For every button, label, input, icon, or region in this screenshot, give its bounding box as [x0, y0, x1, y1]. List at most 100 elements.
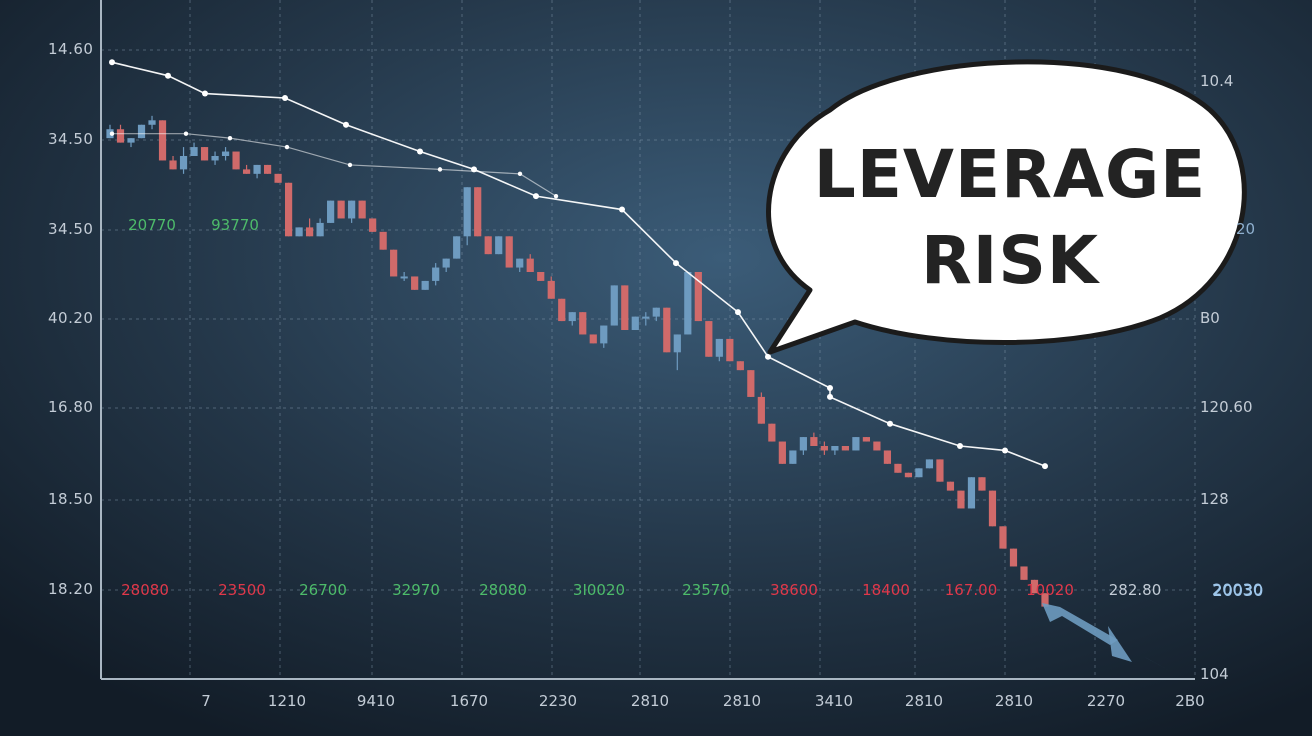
candle-body	[390, 249, 398, 277]
candle	[579, 312, 587, 335]
candle-body	[547, 280, 555, 299]
x-tick-label: 2810	[994, 692, 1034, 710]
candle	[211, 151, 219, 165]
candle-body	[715, 338, 723, 357]
candle	[631, 316, 639, 330]
candle	[453, 236, 461, 259]
series-point	[109, 59, 115, 66]
candle	[684, 272, 692, 335]
candle-body	[610, 285, 618, 326]
candle	[390, 249, 398, 277]
candle	[610, 285, 618, 326]
candle	[999, 526, 1007, 549]
candle	[137, 124, 146, 139]
series-line	[112, 133, 557, 197]
candle	[284, 182, 293, 237]
candle	[316, 218, 324, 237]
series-point	[619, 206, 625, 213]
candle	[495, 236, 503, 255]
candle-body	[946, 481, 955, 491]
series-point	[343, 121, 349, 128]
series-point	[1002, 447, 1008, 454]
callout-line-leverage: LEVERAGE	[813, 136, 1207, 213]
x-tick-label: 1670	[449, 692, 489, 710]
candle-body	[631, 316, 639, 330]
candle	[778, 441, 786, 464]
candle-body	[421, 280, 429, 290]
candle-body	[600, 325, 608, 344]
candle-body	[747, 370, 755, 397]
candle	[988, 490, 997, 527]
candle	[705, 321, 713, 357]
candle-body	[148, 120, 156, 125]
candle-body	[137, 124, 146, 139]
candle	[263, 164, 272, 174]
candle	[904, 472, 913, 478]
price-annotation-bottom: 38600	[770, 581, 818, 599]
candle	[768, 423, 776, 442]
candle-body	[726, 338, 734, 362]
candle	[600, 325, 608, 348]
price-annotation-bottom: 3I0020	[572, 581, 626, 599]
candle	[369, 218, 377, 232]
candle-body	[295, 227, 303, 237]
candle	[537, 272, 545, 281]
candle	[642, 312, 650, 326]
candle-body	[957, 490, 965, 509]
y-tick-label-right: 120.60	[1200, 398, 1253, 416]
candle	[925, 459, 934, 469]
candle-body	[232, 151, 240, 170]
candle	[232, 151, 240, 170]
candle-body	[474, 187, 482, 237]
y-tick-label-left: 18.50	[48, 490, 94, 508]
price-annotation-top: 93770	[211, 216, 259, 234]
candle-body	[988, 490, 997, 527]
y-tick-label-left: 34.50	[48, 220, 94, 238]
candle	[852, 437, 860, 451]
candle	[200, 147, 209, 161]
y-tick-label-left: 18.20	[48, 580, 94, 598]
candle-body	[936, 459, 944, 482]
y-tick-label-right: 20	[1236, 220, 1256, 238]
candle-body	[505, 236, 513, 268]
candle	[862, 437, 871, 442]
series-point	[673, 260, 679, 267]
series-point	[957, 443, 963, 449]
candle	[306, 218, 314, 237]
candle-body	[831, 446, 839, 451]
candle-body	[516, 258, 524, 268]
candle	[400, 272, 408, 281]
series-point	[827, 385, 833, 391]
candle	[715, 338, 723, 362]
candle-body	[400, 276, 408, 279]
candle	[169, 156, 177, 170]
candle	[789, 450, 797, 464]
x-tick-label: 2230	[538, 692, 578, 710]
series-point	[765, 353, 771, 360]
candle	[127, 138, 135, 148]
candle	[831, 446, 839, 455]
candle-body	[1041, 593, 1049, 607]
price-annotation-bottom: 167.00	[944, 581, 998, 599]
price-annotation-bottom: 26700	[299, 581, 347, 599]
x-tick-label: 2810	[904, 692, 944, 710]
x-tick-label: 7	[201, 692, 211, 710]
candle-body	[411, 276, 419, 290]
series-point	[109, 131, 115, 136]
candle	[946, 481, 955, 491]
series-point	[533, 193, 539, 200]
candle-body	[369, 218, 377, 232]
candle	[873, 441, 881, 451]
y-tick-label-right: B0	[1200, 309, 1220, 327]
candle	[379, 231, 387, 250]
speech-bubble-shape	[766, 59, 1247, 355]
candle-body	[284, 182, 293, 237]
series-point	[417, 148, 423, 155]
candle-body	[179, 156, 188, 170]
candle-body	[568, 312, 576, 322]
candle-body	[621, 285, 629, 330]
candle	[820, 441, 828, 455]
candle-body	[190, 147, 198, 156]
candle	[179, 147, 188, 174]
